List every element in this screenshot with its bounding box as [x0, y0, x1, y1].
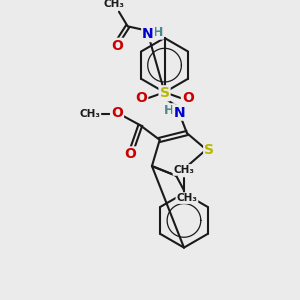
Text: N: N [173, 106, 185, 120]
Text: O: O [182, 91, 194, 105]
Text: CH₃: CH₃ [176, 193, 197, 203]
Text: S: S [204, 142, 214, 157]
Text: O: O [111, 106, 123, 120]
Text: H: H [164, 104, 175, 117]
Text: CH₃: CH₃ [79, 109, 100, 119]
Text: O: O [125, 147, 136, 161]
Text: CH₃: CH₃ [103, 0, 124, 9]
Text: S: S [160, 86, 170, 100]
Text: H: H [153, 26, 163, 39]
Text: CH₃: CH₃ [173, 165, 194, 175]
Text: O: O [135, 91, 147, 105]
Text: N: N [142, 27, 154, 41]
Text: O: O [111, 39, 123, 53]
